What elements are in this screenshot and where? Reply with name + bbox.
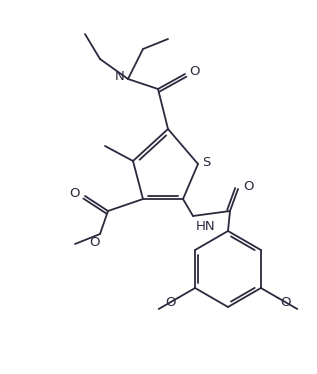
Text: O: O [280,295,290,309]
Text: N: N [115,70,125,83]
Text: O: O [165,295,176,309]
Text: O: O [90,236,100,248]
Text: S: S [202,156,210,169]
Text: O: O [70,187,80,199]
Text: O: O [243,180,253,193]
Text: HN: HN [196,220,216,233]
Text: O: O [190,64,200,77]
